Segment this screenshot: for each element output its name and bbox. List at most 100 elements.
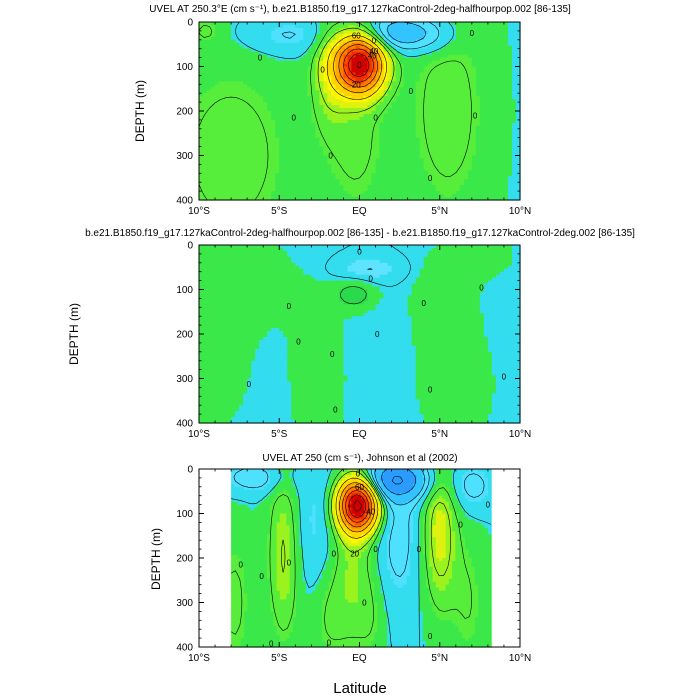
field-cell bbox=[315, 102, 320, 106]
field-cell bbox=[499, 42, 505, 47]
field-cell bbox=[207, 36, 212, 41]
field-cell bbox=[311, 146, 316, 151]
field-cell bbox=[467, 194, 473, 198]
field-cell bbox=[463, 51, 469, 56]
field-cell bbox=[215, 108, 220, 112]
field-cell bbox=[315, 111, 320, 115]
field-cell bbox=[267, 72, 272, 76]
field-cell bbox=[375, 134, 381, 139]
field-cell bbox=[243, 36, 248, 41]
field-cell bbox=[291, 45, 296, 50]
field-cell bbox=[487, 131, 493, 136]
field-cell bbox=[427, 48, 433, 53]
field-cell bbox=[443, 36, 449, 41]
field-cell bbox=[487, 36, 493, 41]
field-cell bbox=[503, 119, 509, 124]
field-cell bbox=[375, 137, 381, 142]
field-cell bbox=[323, 45, 328, 50]
field-cell bbox=[395, 137, 401, 142]
field-cell bbox=[319, 99, 324, 103]
field-cell bbox=[259, 179, 264, 183]
field-cell bbox=[459, 170, 465, 174]
field-cell bbox=[315, 140, 320, 145]
field-cell bbox=[311, 84, 316, 88]
field-cell bbox=[459, 60, 465, 65]
field-cell bbox=[311, 122, 316, 127]
field-cell bbox=[479, 119, 485, 124]
field-cell bbox=[295, 54, 300, 59]
field-cell bbox=[483, 113, 489, 118]
field-cell bbox=[219, 161, 224, 165]
field-cell bbox=[251, 93, 256, 97]
field-cell bbox=[303, 84, 308, 88]
field-cell bbox=[375, 155, 381, 160]
field-cell bbox=[295, 51, 300, 56]
field-cell bbox=[279, 48, 284, 53]
field-cell bbox=[199, 90, 204, 94]
field-cell bbox=[435, 108, 441, 112]
field-cell bbox=[275, 119, 280, 124]
field-cell bbox=[307, 158, 312, 163]
field-cell bbox=[431, 167, 437, 171]
field-cell bbox=[479, 143, 485, 148]
field-cell bbox=[511, 78, 517, 82]
field-cell bbox=[243, 51, 248, 56]
field-cell bbox=[263, 155, 268, 160]
field-cell bbox=[327, 173, 333, 177]
field-cell bbox=[235, 182, 240, 186]
field-cell bbox=[235, 111, 240, 115]
field-cell bbox=[431, 182, 437, 186]
field-cell bbox=[411, 191, 417, 195]
field-cell bbox=[283, 27, 288, 32]
field-cell bbox=[475, 152, 481, 157]
field-cell bbox=[379, 57, 385, 62]
field-cell bbox=[267, 161, 272, 165]
field-cell bbox=[451, 51, 457, 56]
field-cell bbox=[475, 22, 481, 26]
field-cell bbox=[403, 90, 409, 94]
field-cell bbox=[439, 161, 445, 165]
field-cell bbox=[491, 87, 497, 91]
field-cell bbox=[291, 48, 296, 53]
field-cell bbox=[387, 197, 393, 201]
field-cell bbox=[295, 173, 300, 177]
field-cell bbox=[471, 158, 477, 163]
field-cell bbox=[203, 66, 208, 71]
field-cell bbox=[207, 45, 212, 50]
field-cell bbox=[439, 60, 445, 65]
field-cell bbox=[311, 72, 316, 76]
field-cell bbox=[471, 182, 477, 186]
field-cell bbox=[407, 102, 413, 106]
field-cell bbox=[359, 176, 365, 180]
field-cell bbox=[459, 119, 465, 124]
field-cell bbox=[319, 116, 324, 121]
field-cell bbox=[259, 60, 264, 65]
field-cell bbox=[407, 113, 413, 118]
field-cell bbox=[231, 39, 236, 44]
field-cell bbox=[283, 81, 288, 85]
field-cell bbox=[391, 155, 397, 160]
field-cell bbox=[291, 119, 296, 124]
field-cell bbox=[279, 119, 284, 124]
field-cell bbox=[507, 30, 513, 35]
field-cell bbox=[503, 164, 509, 168]
field-cell bbox=[251, 27, 256, 32]
field-cell bbox=[203, 304, 208, 308]
field-cell bbox=[367, 137, 373, 142]
field-cell bbox=[207, 188, 212, 192]
field-cell bbox=[351, 42, 357, 47]
field-cell bbox=[223, 143, 228, 148]
field-cell bbox=[439, 90, 445, 94]
field-cell bbox=[351, 143, 357, 148]
field-cell bbox=[367, 75, 373, 79]
field-cell bbox=[395, 51, 401, 56]
field-cell bbox=[199, 336, 204, 341]
field-cell bbox=[463, 63, 469, 68]
field-cell bbox=[375, 81, 381, 85]
field-cell bbox=[483, 185, 489, 189]
field-cell bbox=[239, 170, 244, 174]
field-cell bbox=[283, 146, 288, 151]
field-cell bbox=[331, 30, 337, 35]
field-cell bbox=[223, 72, 228, 76]
field-cell bbox=[459, 78, 465, 82]
